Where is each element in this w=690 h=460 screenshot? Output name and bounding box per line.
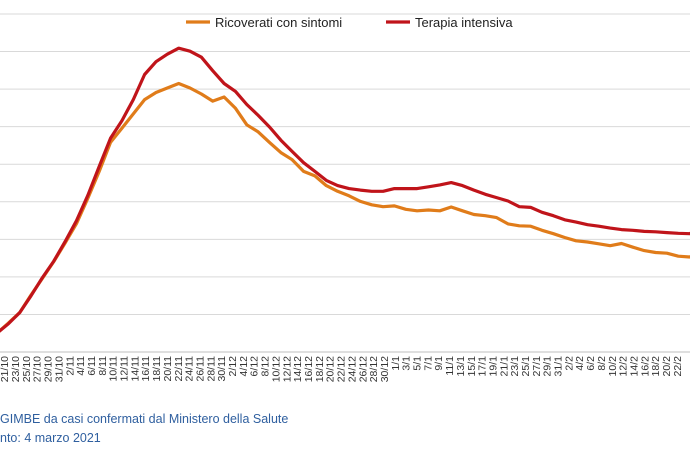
x-tick-label: 18/2 xyxy=(650,356,662,377)
x-tick-label: 18/12 xyxy=(314,356,326,382)
x-tick-label: 16/11 xyxy=(140,356,152,382)
x-tick-label: 22/2 xyxy=(672,356,684,377)
x-tick-label: 30/12 xyxy=(379,356,391,382)
x-tick-label: 17/1 xyxy=(477,356,489,377)
x-tick-label: 2/11 xyxy=(64,356,76,376)
legend-label-terapia: Terapia intensiva xyxy=(415,15,513,30)
x-tick-label: 29/1 xyxy=(542,356,554,377)
x-tick-label: 4/12 xyxy=(238,356,250,377)
x-tick-label: 24/11 xyxy=(184,356,196,382)
x-tick-label: 8/12 xyxy=(260,356,272,377)
x-tick-label: 26/11 xyxy=(194,356,206,382)
x-tick-label: 24/12 xyxy=(346,356,358,382)
x-tick-label: 4/2 xyxy=(574,356,586,371)
x-tick-label: 12/12 xyxy=(281,356,293,382)
update-note: nto: 4 marzo 2021 xyxy=(0,431,101,445)
x-tick-label: 9/1 xyxy=(433,356,445,371)
x-tick-label: 12/11 xyxy=(118,356,130,382)
x-tick-label: 31/10 xyxy=(53,356,65,382)
legend-label-ricoverati: Ricoverati con sintomi xyxy=(215,15,342,30)
x-tick-labels: 21/1023/1025/1027/1029/1031/102/114/116/… xyxy=(0,356,684,382)
x-tick-label: 20/11 xyxy=(162,356,174,382)
x-tick-label: 3/1 xyxy=(401,356,413,371)
x-tick-label: 5/1 xyxy=(411,356,423,371)
x-tick-label: 6/11 xyxy=(86,356,98,376)
x-tick-label: 15/1 xyxy=(466,356,478,377)
x-tick-label: 11/1 xyxy=(444,356,456,376)
x-tick-label: 29/10 xyxy=(43,356,55,382)
source-note: GIMBE da casi confermati dal Ministero d… xyxy=(0,412,289,426)
x-tick-label: 27/1 xyxy=(531,356,543,377)
x-tick-label: 25/1 xyxy=(520,356,532,377)
x-tick-label: 16/12 xyxy=(303,356,315,382)
x-tick-label: 14/12 xyxy=(292,356,304,382)
x-tick-label: 22/11 xyxy=(173,356,185,382)
x-tick-label: 23/1 xyxy=(509,356,521,377)
x-tick-label: 6/2 xyxy=(585,356,597,371)
x-tick-label: 18/11 xyxy=(151,356,163,382)
x-tick-label: 20/12 xyxy=(325,356,337,382)
x-tick-label: 12/2 xyxy=(618,356,630,377)
x-tick-label: 2/2 xyxy=(563,356,575,371)
x-tick-label: 6/12 xyxy=(249,356,261,377)
x-tick-label: 20/2 xyxy=(661,356,673,377)
x-tick-label: 4/11 xyxy=(75,356,87,376)
x-tick-label: 8/2 xyxy=(596,356,608,371)
x-tick-label: 23/10 xyxy=(10,356,22,382)
x-tick-label: 14/2 xyxy=(628,356,640,377)
x-tick-label: 26/12 xyxy=(357,356,369,382)
x-tick-label: 19/1 xyxy=(487,356,499,377)
x-tick-label: 27/10 xyxy=(32,356,44,382)
x-tick-label: 28/11 xyxy=(205,356,217,382)
legend: Ricoverati con sintomi Terapia intensiva xyxy=(186,15,513,30)
series-layer xyxy=(0,46,690,333)
x-tick-label: 31/1 xyxy=(553,356,565,377)
x-tick-label: 13/1 xyxy=(455,356,467,377)
series-line-ricoverati xyxy=(0,81,690,333)
x-tick-label: 21/1 xyxy=(498,356,510,377)
x-tick-label: 21/10 xyxy=(0,356,11,382)
x-tick-label: 30/11 xyxy=(216,356,228,382)
x-tick-label: 28/12 xyxy=(368,356,380,382)
x-tick-label: 1/1 xyxy=(390,356,402,371)
x-tick-label: 14/11 xyxy=(129,356,141,382)
x-tick-label: 7/1 xyxy=(422,356,434,371)
x-tick-label: 8/11 xyxy=(97,356,109,376)
x-tick-label: 10/12 xyxy=(270,356,282,382)
gridlines xyxy=(0,13,690,315)
x-tick-label: 22/12 xyxy=(335,356,347,382)
x-tick-label: 2/12 xyxy=(227,356,239,377)
x-tick-label: 25/10 xyxy=(21,356,33,382)
x-tick-label: 16/2 xyxy=(639,356,651,377)
series-line-terapia xyxy=(0,46,690,333)
x-tick-label: 10/2 xyxy=(607,356,619,377)
x-tick-label: 10/11 xyxy=(108,356,120,382)
